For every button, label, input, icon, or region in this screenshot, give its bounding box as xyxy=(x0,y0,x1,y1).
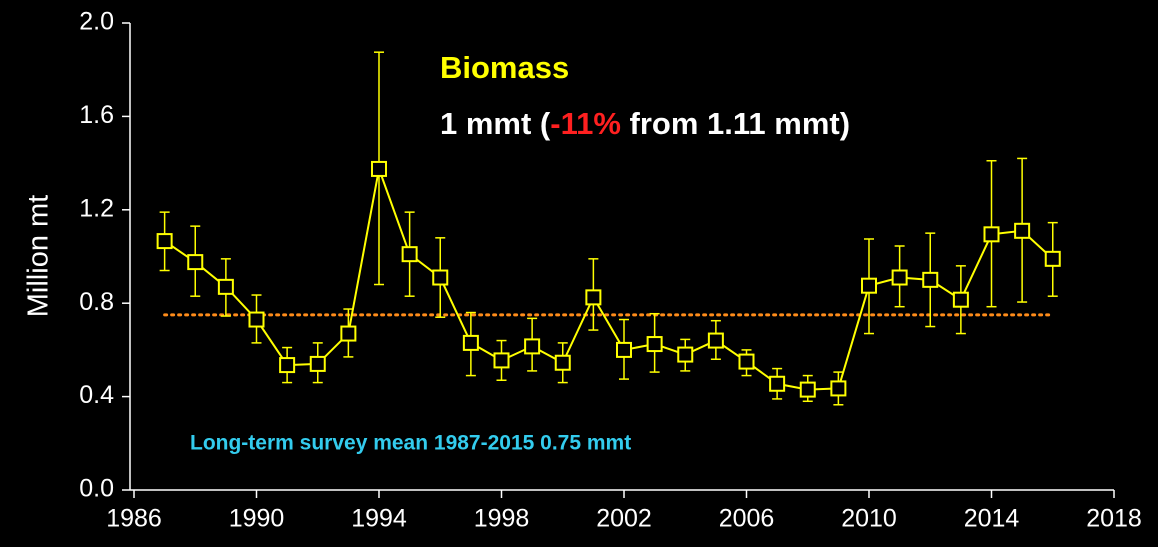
y-tick-label: 0.4 xyxy=(79,381,114,409)
annotation-subtitle: 1 mmt (-11% from 1.11 mmt) xyxy=(440,106,850,141)
marker xyxy=(585,289,602,306)
marker xyxy=(799,381,816,398)
subtitle-part: from 1.11 mmt) xyxy=(621,106,850,141)
x-tick-label: 1998 xyxy=(474,505,530,533)
marker xyxy=(646,336,663,353)
y-tick-label: 1.2 xyxy=(79,194,114,222)
marker xyxy=(309,355,326,372)
x-tick-label: 1994 xyxy=(351,505,407,533)
marker xyxy=(769,375,786,392)
marker xyxy=(861,277,877,294)
marker xyxy=(217,278,234,295)
marker xyxy=(922,271,939,288)
marker xyxy=(983,226,1000,243)
marker xyxy=(1044,250,1061,267)
x-tick-label: 2018 xyxy=(1086,505,1142,533)
x-tick-label: 2014 xyxy=(964,505,1020,533)
marker xyxy=(952,291,969,308)
marker xyxy=(616,341,632,358)
subtitle-part: 1 mmt ( xyxy=(440,106,551,141)
marker xyxy=(1014,222,1031,239)
series-line xyxy=(164,165,1054,391)
marker xyxy=(156,233,173,250)
marker xyxy=(371,160,387,177)
marker xyxy=(493,352,510,369)
marker xyxy=(462,334,479,351)
marker xyxy=(677,346,694,363)
marker xyxy=(738,353,755,370)
marker xyxy=(432,269,449,286)
y-tick-label: 0.0 xyxy=(79,475,114,503)
mean-note: Long-term survey mean 1987-2015 0.75 mmt xyxy=(190,432,631,455)
marker xyxy=(187,254,204,271)
y-tick-label: 1.6 xyxy=(79,101,114,129)
marker xyxy=(554,354,571,371)
x-tick-label: 2002 xyxy=(596,505,652,533)
x-tick-label: 2006 xyxy=(719,505,775,533)
marker xyxy=(830,380,847,397)
marker xyxy=(401,246,418,263)
marker xyxy=(340,325,357,342)
annotation-title: Biomass xyxy=(440,50,569,85)
x-tick-label: 1990 xyxy=(229,505,285,533)
subtitle-part: -11% xyxy=(550,106,621,141)
marker xyxy=(279,357,296,374)
x-tick-label: 1986 xyxy=(106,505,162,533)
marker xyxy=(248,311,265,328)
marker xyxy=(707,332,724,349)
x-tick-label: 2010 xyxy=(841,505,897,533)
y-axis-label: Million mt xyxy=(23,195,55,317)
y-tick-label: 2.0 xyxy=(79,8,114,36)
marker xyxy=(891,269,908,286)
marker xyxy=(524,338,541,355)
y-tick-label: 0.8 xyxy=(79,288,114,316)
